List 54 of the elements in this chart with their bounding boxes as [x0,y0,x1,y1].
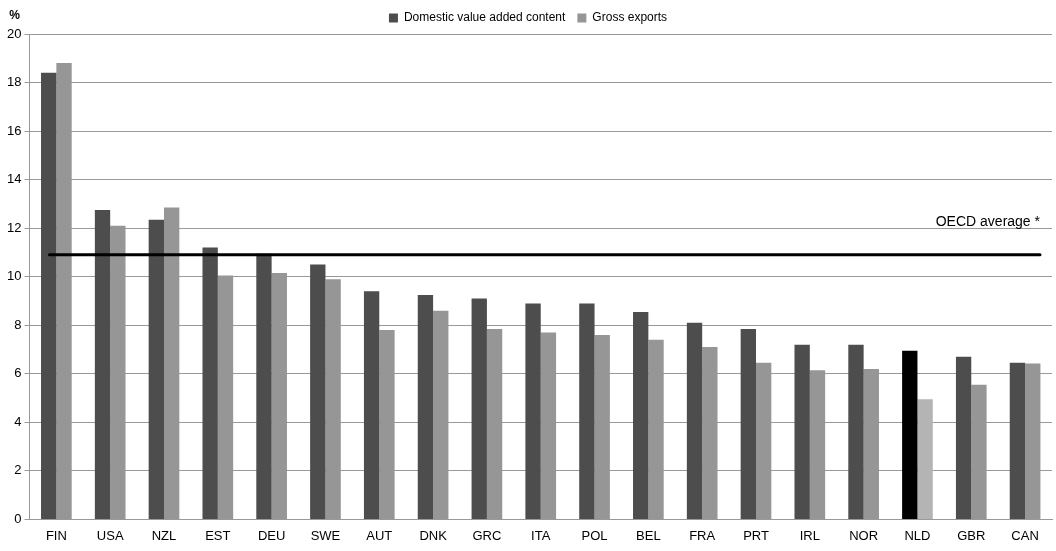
x-tick-label: DNK [419,527,448,543]
ref-line-label: OECD average * [935,212,1041,229]
x-tick-label: NLD [904,527,931,543]
bar [794,344,810,519]
bar [471,298,487,519]
x-tick-label: CAN [1011,527,1039,543]
x-tick-label: USA [96,527,124,543]
x-tick-label: GBR [957,527,986,543]
x-tick-label: SWE [310,527,341,543]
x-tick-label: AUT [366,527,393,543]
x-tick-label: IRL [799,527,820,543]
bar [579,303,595,519]
x-tick-label: ITA [531,527,551,543]
y-tick-label: 8 [14,316,22,332]
bar [525,303,541,519]
x-tick-label: BEL [636,527,661,543]
bar [955,356,972,519]
y-tick-label: 2 [14,462,22,478]
x-tick-label: DEU [257,527,286,543]
x-tick-label: EST [205,527,231,543]
legend-label: Domestic value added content [403,10,567,25]
y-tick-label: 12 [6,219,22,235]
x-tick-label: GRC [472,527,502,543]
bar [202,247,218,519]
y-tick-label: 20 [6,25,22,41]
bar [686,322,703,519]
bar [148,219,165,519]
bar [633,311,649,519]
bar [417,294,434,519]
x-tick-label: FIN [45,527,67,543]
x-tick-label: PRT [743,527,769,543]
y-tick-label: 0 [14,510,22,526]
x-tick-label: NZL [151,527,177,543]
bar [94,209,111,519]
x-tick-label: FRA [689,527,716,543]
y-tick-label: 4 [14,413,22,429]
bar [41,72,57,519]
y-axis-title: % [9,8,21,23]
bar [363,291,380,519]
legend-label: Gross exports [592,10,668,25]
bar [848,344,864,519]
y-tick-label: 10 [6,268,22,284]
y-tick-label: 14 [6,171,22,187]
bar [917,399,933,519]
x-tick-label: NOR [849,527,879,543]
y-tick-label: 6 [14,365,22,381]
y-tick-label: 16 [6,122,22,138]
x-tick-label: POL [581,527,608,543]
bar [740,328,756,519]
y-tick-label: 18 [6,74,22,90]
bar [902,350,918,519]
bar [310,264,326,519]
bar [256,253,272,519]
bar [1009,362,1026,519]
